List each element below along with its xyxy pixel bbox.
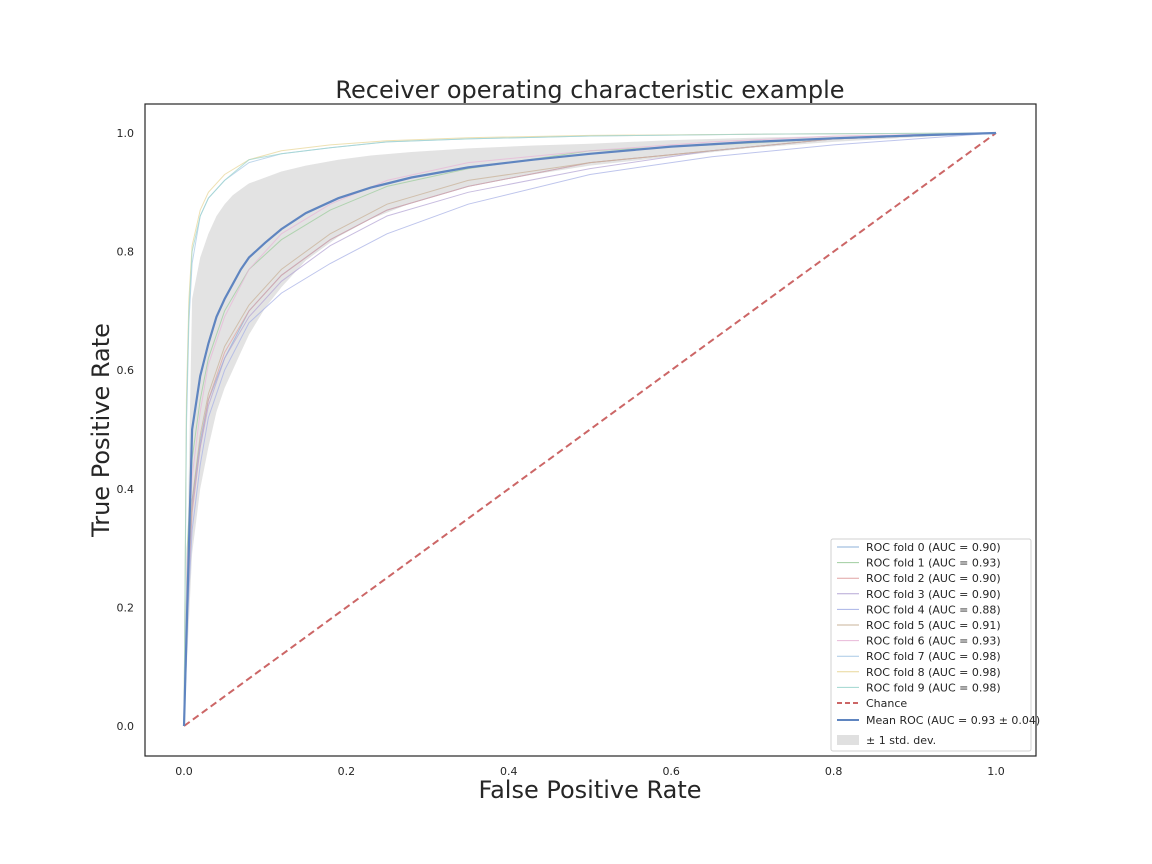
- legend-label-chance: Chance: [866, 697, 907, 710]
- axis-ticks: 0.0 0.2 0.4 0.6 0.8 1.0 0.0 0.2 0.4 0.6 0.8 1.0: [117, 127, 1005, 778]
- legend-label-fold-8: ROC fold 8 (AUC = 0.98): [866, 666, 1001, 679]
- roc-fold-4-line: [183, 132, 997, 727]
- roc-fold-9-line: [183, 132, 997, 727]
- legend-label-fold-4: ROC fold 4 (AUC = 0.88): [866, 603, 1001, 616]
- axes-frame: [144, 103, 1037, 757]
- y-tick-label-2: 0.4: [117, 483, 135, 496]
- x-tick-label-0: 0.0: [175, 765, 193, 778]
- legend-box: [830, 538, 1032, 752]
- y-tick-label-3: 0.6: [117, 364, 135, 377]
- roc-fold-6-line: [183, 132, 997, 727]
- legend-label-fold-0: ROC fold 0 (AUC = 0.90): [866, 541, 1001, 554]
- legend-swatch-std: [837, 735, 859, 745]
- legend-label-fold-3: ROC fold 3 (AUC = 0.90): [866, 588, 1001, 601]
- std-dev-band: [184, 133, 996, 726]
- x-tick-label-2: 0.4: [500, 765, 518, 778]
- chart-title: Receiver operating characteristic exampl…: [335, 76, 844, 104]
- y-tick-label-5: 1.0: [117, 127, 135, 140]
- legend-label-fold-2: ROC fold 2 (AUC = 0.90): [866, 572, 1001, 585]
- mean-roc-line: [182, 131, 997, 727]
- x-axis-label: False Positive Rate: [478, 776, 701, 804]
- x-tick-label-3: 0.6: [662, 765, 680, 778]
- y-tick-label-0: 0.0: [117, 720, 135, 733]
- roc-fold-3-line: [183, 132, 997, 727]
- y-tick-label-4: 0.8: [117, 246, 135, 259]
- legend-label-fold-6: ROC fold 6 (AUC = 0.93): [866, 635, 1001, 648]
- legend-label-mean: Mean ROC (AUC = 0.93 ± 0.04): [866, 714, 1040, 727]
- legend-label-fold-1: ROC fold 1 (AUC = 0.93): [866, 557, 1001, 570]
- y-tick-label-1: 0.2: [117, 601, 135, 614]
- plot-area: [182, 131, 997, 727]
- roc-fold-5-line: [183, 132, 997, 727]
- chance-line: [183, 132, 997, 727]
- x-tick-label-5: 1.0: [987, 765, 1005, 778]
- legend-label-fold-9: ROC fold 9 (AUC = 0.98): [866, 681, 1001, 694]
- x-tick-label-4: 0.8: [825, 765, 843, 778]
- x-tick-label-1: 0.2: [338, 765, 356, 778]
- legend: ROC fold 0 (AUC = 0.90) ROC fold 1 (AUC =…: [830, 538, 1040, 752]
- legend-label-std: ± 1 std. dev.: [866, 734, 936, 747]
- legend-label-fold-7: ROC fold 7 (AUC = 0.98): [866, 650, 1001, 663]
- y-axis-label: True Positive Rate: [87, 323, 115, 538]
- legend-label-fold-5: ROC fold 5 (AUC = 0.91): [866, 619, 1001, 632]
